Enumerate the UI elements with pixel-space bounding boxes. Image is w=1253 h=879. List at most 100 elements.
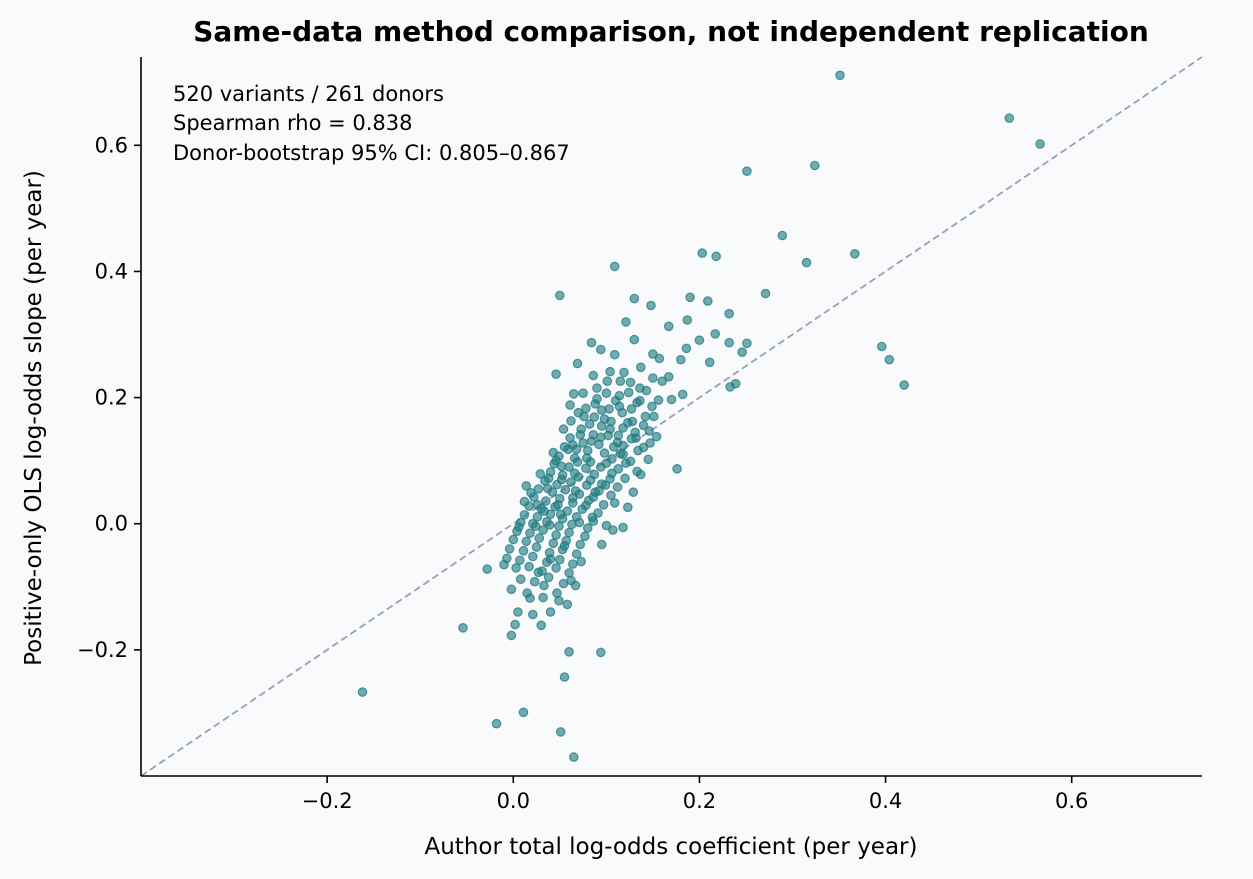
data-point xyxy=(567,559,578,569)
data-point xyxy=(545,607,556,617)
y-axis-ticks: −0.2 0.0 0.2 0.4 0.6 xyxy=(77,133,141,662)
y-tick-label: −0.2 xyxy=(77,638,128,662)
data-point xyxy=(599,448,610,458)
data-point xyxy=(552,588,562,598)
data-point xyxy=(533,484,544,494)
data-point xyxy=(518,545,529,556)
data-point xyxy=(587,512,598,523)
data-point xyxy=(606,490,616,501)
data-point xyxy=(518,707,529,718)
data-point xyxy=(876,341,887,352)
data-point xyxy=(579,411,589,422)
data-point xyxy=(651,431,662,442)
data-point xyxy=(635,469,646,480)
data-point xyxy=(629,293,640,304)
data-point xyxy=(590,399,600,409)
data-point xyxy=(554,290,565,301)
data-point xyxy=(594,486,604,496)
data-point xyxy=(742,338,752,349)
data-point xyxy=(835,70,845,81)
data-point xyxy=(592,383,602,393)
data-point xyxy=(564,646,574,657)
data-point xyxy=(539,580,549,591)
annotation-bootstrap-ci: Donor-bootstrap 95% CI: 0.805–0.867 xyxy=(173,141,570,165)
data-point xyxy=(555,509,566,520)
data-point xyxy=(605,366,615,377)
data-point xyxy=(623,387,634,398)
annotation-variants: 520 variants / 261 donors xyxy=(173,82,444,106)
data-point xyxy=(581,500,591,511)
data-point xyxy=(586,436,597,446)
data-point xyxy=(534,533,545,543)
data-point xyxy=(569,468,580,479)
identity-line-layer xyxy=(140,56,1203,777)
data-point xyxy=(595,647,606,658)
data-point xyxy=(357,687,368,697)
data-point xyxy=(532,511,543,522)
data-point xyxy=(626,404,637,414)
identity-reference-line xyxy=(140,56,1203,777)
data-point xyxy=(614,390,625,401)
data-point xyxy=(615,448,626,459)
data-point xyxy=(631,433,641,443)
data-point xyxy=(559,540,570,551)
data-point xyxy=(601,388,612,398)
data-point xyxy=(613,463,624,474)
data-point xyxy=(585,475,596,485)
data-point xyxy=(541,496,551,506)
data-point xyxy=(554,554,565,565)
y-tick-label: 0.2 xyxy=(95,386,128,410)
data-point xyxy=(596,539,607,550)
data-point xyxy=(575,429,586,440)
data-point xyxy=(1004,113,1015,123)
data-point xyxy=(525,593,535,603)
data-point xyxy=(600,480,611,490)
data-point xyxy=(702,296,713,306)
data-point xyxy=(622,417,633,428)
data-point xyxy=(884,354,895,365)
data-point xyxy=(648,411,659,422)
data-point xyxy=(588,370,599,381)
chart-title: Same-data method comparison, not indepen… xyxy=(193,15,1149,48)
data-point xyxy=(620,473,630,484)
data-point xyxy=(704,357,715,368)
data-point xyxy=(609,349,620,360)
data-point xyxy=(682,315,693,325)
data-point xyxy=(584,419,595,429)
data-point xyxy=(544,520,555,530)
x-axis-ticks: −0.2 0.0 0.2 0.4 0.6 xyxy=(302,776,1088,813)
data-point xyxy=(640,411,651,422)
data-point xyxy=(629,334,640,345)
data-point xyxy=(558,424,569,434)
data-point xyxy=(532,499,543,510)
data-point xyxy=(621,458,631,468)
data-point xyxy=(595,344,606,355)
data-points xyxy=(357,70,1045,762)
data-point xyxy=(635,395,645,406)
data-point xyxy=(663,321,674,332)
data-point xyxy=(607,468,617,479)
data-point xyxy=(654,353,665,364)
data-point xyxy=(515,574,526,584)
data-point xyxy=(612,482,623,492)
data-point xyxy=(519,496,530,507)
data-point xyxy=(580,531,590,542)
data-point xyxy=(533,567,544,578)
data-point xyxy=(513,607,523,617)
data-point xyxy=(644,426,654,436)
data-point xyxy=(551,455,561,466)
data-point xyxy=(645,438,655,448)
data-point xyxy=(572,457,583,467)
data-point xyxy=(526,487,536,498)
data-point xyxy=(648,349,658,359)
data-point xyxy=(560,484,571,495)
data-point xyxy=(777,230,788,241)
data-point xyxy=(548,538,559,549)
y-tick-label: 0.6 xyxy=(95,133,128,157)
data-point xyxy=(1035,139,1045,149)
data-point xyxy=(677,389,688,400)
data-point xyxy=(519,510,530,520)
data-point xyxy=(482,564,492,574)
data-point xyxy=(521,536,532,547)
data-point xyxy=(529,576,540,587)
